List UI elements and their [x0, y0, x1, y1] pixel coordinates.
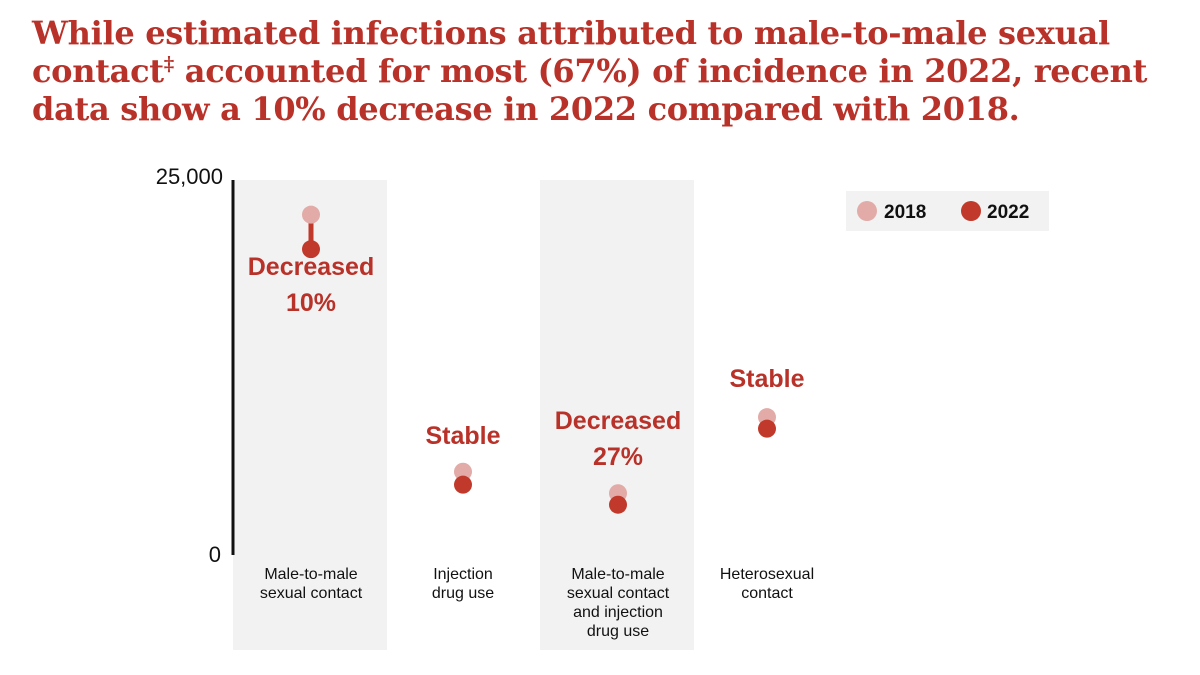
category-label-4-line-2: contact	[741, 585, 793, 602]
point-2018-1	[302, 205, 320, 224]
annotation-3-line-1: Decreased	[555, 407, 681, 435]
legend-label-2018: 2018	[884, 202, 926, 223]
legend-dot-2022	[961, 201, 981, 221]
annotation-1-line-1: Decreased	[248, 253, 374, 281]
category-band-3	[540, 180, 694, 650]
annotation-3-line-2: 27%	[593, 443, 643, 471]
legend-box	[846, 191, 1049, 231]
annotation-1-line-2: 10%	[286, 289, 336, 317]
category-label-2-line-2: drug use	[432, 585, 494, 602]
change-annotations: Decreased 10% Stable Decreased 27% Stable	[248, 253, 805, 471]
legend: 2018 2022	[846, 191, 1049, 231]
annotation-4-line-1: Stable	[729, 365, 804, 393]
title-footnote-mark: ‡	[163, 51, 174, 76]
legend-label-2022: 2022	[987, 202, 1029, 223]
category-band-1	[233, 180, 387, 650]
category-label-3-line-4: drug use	[587, 623, 649, 640]
category-label-3-line-2: sexual contact	[567, 585, 670, 602]
category-label-1-line-1: Male-to-male	[264, 566, 357, 583]
y-tick-label-zero: 0	[209, 542, 221, 567]
category-label-2-line-1: Injection	[433, 566, 493, 583]
point-2022-1	[302, 240, 320, 259]
category-label-3-line-3: and injection	[573, 604, 663, 621]
title-rest: accounted for most (67%) of incidence in…	[32, 52, 1148, 128]
data-points	[302, 205, 776, 514]
point-2022-4	[758, 419, 776, 438]
y-axis-ticks: 25,000 0	[156, 164, 223, 567]
category-labels: Male-to-male sexual contact Injection drug …	[260, 566, 814, 640]
category-label-4-line-1: Heterosexual	[720, 566, 814, 583]
point-2022-3	[609, 495, 627, 514]
chart-title: While estimated infections attributed to…	[32, 14, 1172, 128]
point-2018-2	[454, 462, 472, 481]
y-tick-label-top: 25,000	[156, 164, 223, 189]
annotation-2-line-1: Stable	[425, 422, 500, 450]
category-bands	[233, 180, 694, 650]
category-label-1-line-2: sexual contact	[260, 585, 363, 602]
point-2022-2	[454, 475, 472, 494]
legend-dot-2018	[857, 201, 877, 221]
title-main: While estimated infections attributed to…	[32, 14, 1110, 90]
category-label-3-line-1: Male-to-male	[571, 566, 664, 583]
